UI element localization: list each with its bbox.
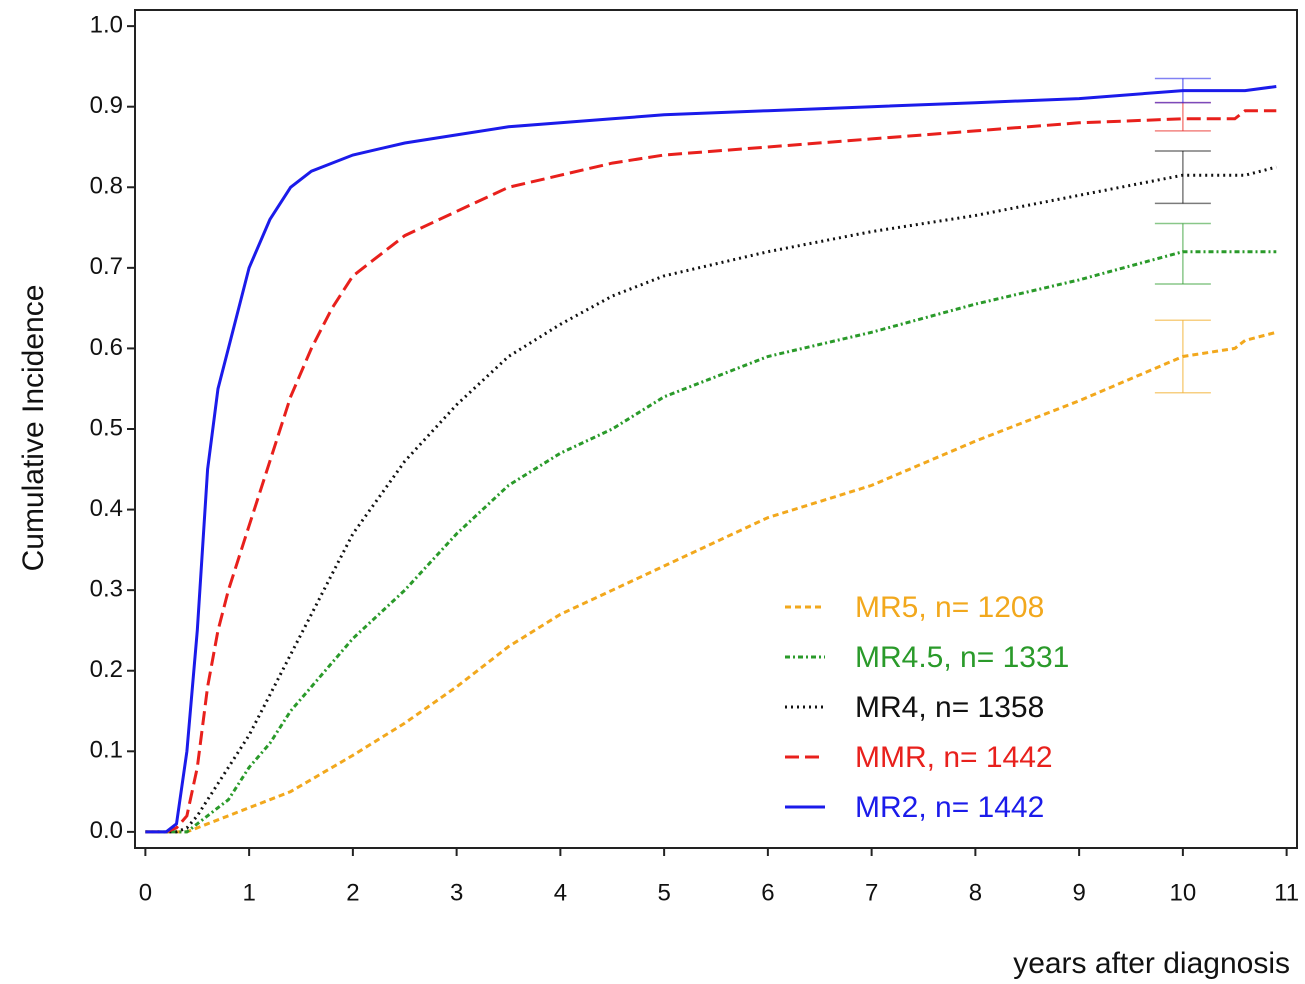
legend-label: MR4.5, n= 1331 (855, 641, 1069, 674)
series-line (145, 330, 1277, 834)
y-tick-label: 0.6 (90, 334, 123, 361)
x-tick-label: 2 (346, 879, 359, 906)
x-tick-label: 6 (761, 879, 774, 906)
x-tick-label: 9 (1072, 879, 1085, 906)
x-tick-label: 7 (865, 879, 878, 906)
y-tick-label: 0.0 (90, 817, 123, 844)
x-axis-label: years after diagnosis (1013, 947, 1290, 980)
legend-label: MR4, n= 1358 (855, 691, 1044, 724)
y-tick-label: 0.9 (90, 92, 123, 119)
y-tick-label: 0.8 (90, 173, 123, 200)
x-tick-label: 5 (657, 879, 670, 906)
series-line (145, 85, 1277, 834)
x-tick-label: 0 (139, 879, 152, 906)
y-tick-label: 0.1 (90, 737, 123, 764)
y-tick-label: 0.5 (90, 414, 123, 441)
x-tick-label: 10 (1170, 879, 1197, 906)
y-tick-label: 0.2 (90, 656, 123, 683)
series-line (145, 109, 1277, 834)
y-tick-label: 0.3 (90, 575, 123, 602)
y-axis-label: Cumulative Incidence (17, 285, 50, 572)
x-tick-label: 8 (969, 879, 982, 906)
series-line (145, 250, 1277, 834)
series-line (145, 165, 1277, 834)
legend-label: MR2, n= 1442 (855, 791, 1044, 824)
x-tick-label: 3 (450, 879, 463, 906)
y-tick-label: 1.0 (90, 11, 123, 38)
y-tick-label: 0.4 (90, 495, 123, 522)
plot-frame (134, 9, 1298, 849)
legend-label: MMR, n= 1442 (855, 741, 1053, 774)
legend-label: MR5, n= 1208 (855, 591, 1044, 624)
x-tick-label: 11 (1274, 879, 1299, 906)
x-tick-label: 1 (242, 879, 255, 906)
x-tick-label: 4 (554, 879, 567, 906)
y-tick-label: 0.7 (90, 253, 123, 280)
